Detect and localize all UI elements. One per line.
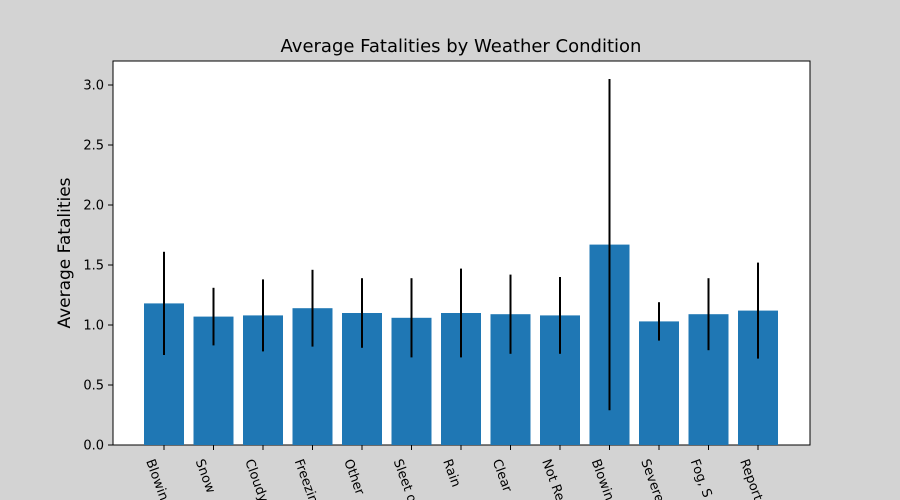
x-tick-label: Other: [340, 457, 367, 497]
bars-group: [144, 244, 778, 445]
x-tick-label: Not Re: [538, 457, 567, 500]
y-tick-label: 2.5: [83, 139, 104, 154]
x-tick-label: Report: [736, 457, 765, 500]
y-tick-label: 1.0: [83, 319, 104, 334]
y-tick-label: 1.5: [83, 259, 104, 274]
x-tick-label: Severe: [637, 457, 666, 500]
y-tick-label: 0.5: [83, 379, 104, 394]
bar: [639, 321, 679, 445]
x-tick-label: Sleet o: [390, 457, 420, 500]
y-tick-label: 3.0: [83, 79, 104, 94]
x-tick-label: Fog, S: [687, 457, 715, 499]
chart-title: Average Fatalities by Weather Condition: [281, 36, 642, 57]
y-tick-label: 2.0: [83, 199, 104, 214]
y-axis-label: Average Fatalities: [55, 177, 75, 328]
error-bars-group: [163, 79, 759, 411]
y-tick-label: 0.0: [83, 439, 104, 454]
x-axis: Blowin Snow Cloudy Freezin Other Sleet o Rain C…: [142, 445, 765, 500]
x-tick-label: Blowin: [588, 457, 617, 500]
x-tick-label: Rain: [439, 457, 463, 489]
x-tick-label: Cloudy: [241, 457, 271, 500]
x-tick-label: Snow: [192, 457, 218, 495]
y-axis: 0.0 0.5 1.0 1.5 2.0 2.5 3.0: [83, 79, 113, 454]
x-tick-label: Freezin: [291, 457, 321, 500]
x-tick-label: Clear: [489, 457, 515, 495]
x-tick-label: Blowin: [142, 457, 171, 500]
